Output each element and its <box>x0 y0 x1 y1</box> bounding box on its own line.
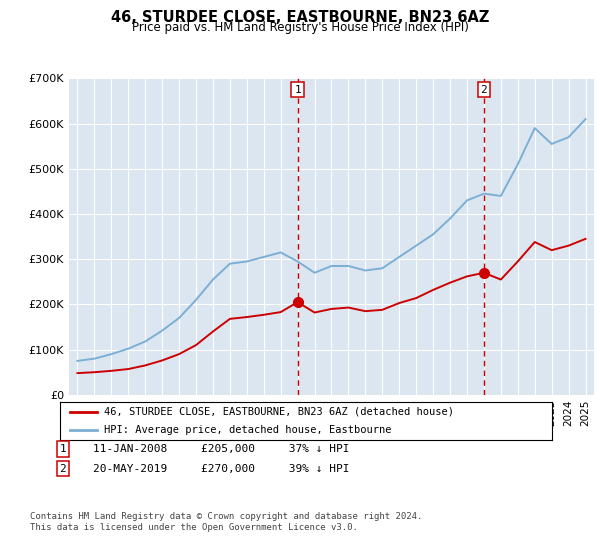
Text: HPI: Average price, detached house, Eastbourne: HPI: Average price, detached house, East… <box>104 425 392 435</box>
Text: 1: 1 <box>294 85 301 95</box>
Text: 46, STURDEE CLOSE, EASTBOURNE, BN23 6AZ (detached house): 46, STURDEE CLOSE, EASTBOURNE, BN23 6AZ … <box>104 407 454 417</box>
Text: 11-JAN-2008     £205,000     37% ↓ HPI: 11-JAN-2008 £205,000 37% ↓ HPI <box>93 444 349 454</box>
Text: 46, STURDEE CLOSE, EASTBOURNE, BN23 6AZ: 46, STURDEE CLOSE, EASTBOURNE, BN23 6AZ <box>111 10 489 25</box>
Text: 20-MAY-2019     £270,000     39% ↓ HPI: 20-MAY-2019 £270,000 39% ↓ HPI <box>93 464 349 474</box>
Text: 2: 2 <box>481 85 487 95</box>
Text: 2: 2 <box>59 464 67 474</box>
Text: Contains HM Land Registry data © Crown copyright and database right 2024.
This d: Contains HM Land Registry data © Crown c… <box>30 512 422 532</box>
Text: 1: 1 <box>59 444 67 454</box>
Text: Price paid vs. HM Land Registry's House Price Index (HPI): Price paid vs. HM Land Registry's House … <box>131 21 469 34</box>
